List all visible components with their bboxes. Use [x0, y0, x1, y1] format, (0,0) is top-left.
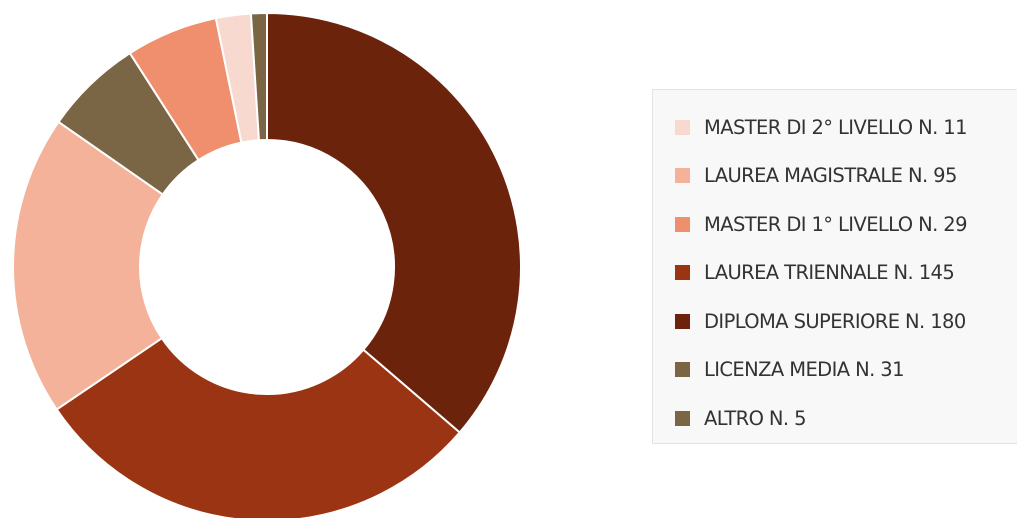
legend-item[interactable]: LAUREA MAGISTRALE N. 95	[675, 152, 1017, 201]
legend-item[interactable]: LICENZA MEDIA N. 31	[675, 346, 1017, 395]
legend-label: MASTER DI 2° LIVELLO N. 11	[704, 115, 968, 139]
chart-legend: MASTER DI 2° LIVELLO N. 11 LAUREA MAGISTR…	[652, 89, 1017, 444]
legend-swatch	[675, 410, 690, 426]
legend-label: DIPLOMA SUPERIORE N. 180	[704, 309, 966, 333]
legend-item[interactable]: ALTRO N. 5	[675, 394, 1017, 443]
legend-swatch	[675, 362, 690, 378]
pie-slice[interactable]	[249, 12, 268, 142]
pie-slice[interactable]	[266, 12, 522, 434]
donut-chart	[12, 12, 522, 518]
legend-item[interactable]: DIPLOMA SUPERIORE N. 180	[675, 297, 1017, 346]
legend-item[interactable]: MASTER DI 2° LIVELLO N. 11	[675, 103, 1017, 152]
legend-label: MASTER DI 1° LIVELLO N. 29	[704, 212, 968, 236]
legend-label: LAUREA TRIENNALE N. 145	[704, 261, 955, 285]
legend-swatch	[675, 168, 690, 184]
legend-swatch	[675, 216, 690, 232]
legend-label: LICENZA MEDIA N. 31	[704, 358, 904, 382]
pie-slice[interactable]	[12, 120, 164, 411]
legend-swatch	[675, 119, 690, 135]
legend-label: LAUREA MAGISTRALE N. 95	[704, 164, 957, 188]
legend-swatch	[675, 265, 690, 281]
legend-swatch	[675, 313, 690, 329]
pie-slice[interactable]	[55, 337, 461, 518]
legend-item[interactable]: MASTER DI 1° LIVELLO N. 29	[675, 200, 1017, 249]
legend-item[interactable]: LAUREA TRIENNALE N. 145	[675, 249, 1017, 298]
legend-label: ALTRO N. 5	[704, 406, 807, 430]
